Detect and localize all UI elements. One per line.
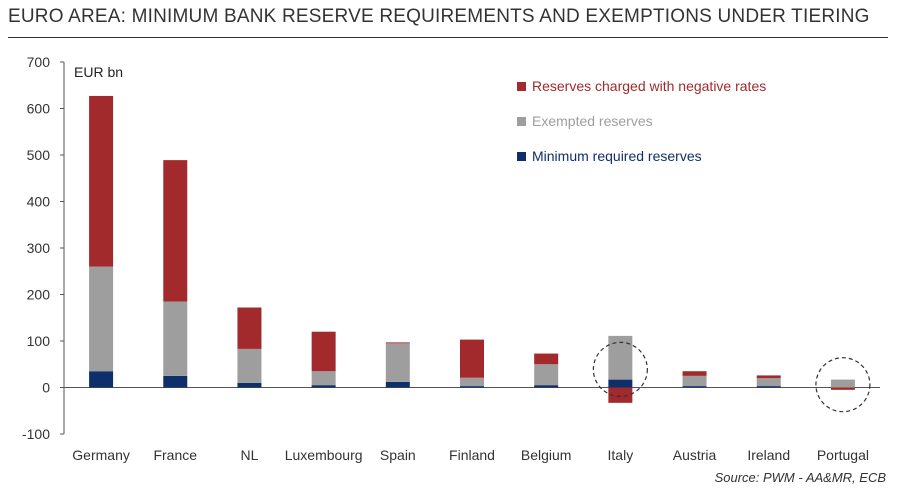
- bar-finland-reserves-charged-with-negative-rates: [460, 339, 484, 378]
- x-tick-label: Finland: [449, 447, 495, 463]
- y-tick-label: 500: [27, 147, 51, 163]
- bar-france-reserves-charged-with-negative-rates: [163, 160, 188, 302]
- bar-france-exempted-reserves: [163, 301, 188, 376]
- highlight-circle-portugal: [815, 357, 871, 413]
- bar-spain-exempted-reserves: [385, 343, 410, 382]
- y-tick-label: -100: [22, 426, 50, 442]
- bar-germany-minimum-required-reserves: [89, 371, 114, 388]
- bar-luxembourg-exempted-reserves: [311, 371, 336, 386]
- title-divider: [8, 37, 888, 38]
- bar-france-minimum-required-reserves: [163, 375, 188, 388]
- legend-swatch-reserves-charged-with-negative-rates: [517, 82, 526, 91]
- source-note: Source: PWM - AA&MR, ECB: [714, 470, 886, 485]
- highlight-circle-italy: [592, 341, 648, 397]
- bar-luxembourg-minimum-required-reserves: [311, 385, 336, 388]
- y-tick-label: 300: [27, 240, 51, 256]
- bar-spain-minimum-required-reserves: [385, 381, 410, 388]
- x-tick-label: Ireland: [747, 447, 790, 463]
- bar-ireland-exempted-reserves: [756, 378, 781, 387]
- bar-finland-minimum-required-reserves: [460, 386, 484, 388]
- bar-finland-exempted-reserves: [460, 377, 484, 387]
- bar-belgium-minimum-required-reserves: [534, 385, 559, 388]
- y-tick-label: 700: [27, 54, 51, 70]
- bar-portugal-reserves-charged-with-negative-rates: [830, 387, 855, 390]
- bar-belgium-exempted-reserves: [534, 364, 559, 386]
- y-axis-label: EUR bn: [74, 64, 123, 80]
- x-tick-label: Portugal: [817, 447, 869, 463]
- bar-austria-exempted-reserves: [682, 375, 707, 387]
- y-tick-label: 400: [27, 194, 51, 210]
- bar-austria-minimum-required-reserves: [682, 386, 707, 388]
- x-tick-label: Spain: [380, 447, 416, 463]
- legend-swatch-exempted-reserves: [517, 117, 526, 126]
- x-tick-label: Belgium: [521, 447, 572, 463]
- bar-italy-reserves-charged-with-negative-rates: [608, 387, 633, 403]
- y-tick-label: 0: [42, 380, 50, 396]
- x-tick-label: Luxembourg: [285, 447, 363, 463]
- legend-label-exempted-reserves: Exempted reserves: [532, 113, 653, 129]
- legend-swatch-minimum-required-reserves: [517, 152, 526, 161]
- bar-austria-reserves-charged-with-negative-rates: [682, 371, 707, 376]
- x-tick-label: Italy: [608, 447, 634, 463]
- x-tick-label: France: [153, 447, 197, 463]
- bar-ireland-minimum-required-reserves: [756, 386, 781, 388]
- bar-belgium-reserves-charged-with-negative-rates: [534, 353, 559, 365]
- x-tick-label: NL: [241, 447, 259, 463]
- chart-title: EURO AREA: MINIMUM BANK RESERVE REQUIREM…: [8, 6, 870, 27]
- bar-italy-minimum-required-reserves: [608, 379, 633, 388]
- y-tick-label: 600: [27, 101, 51, 117]
- y-tick-label: 200: [27, 287, 51, 303]
- bar-nl-minimum-required-reserves: [237, 382, 262, 388]
- legend-label-minimum-required-reserves: Minimum required reserves: [532, 148, 702, 164]
- bar-nl-reserves-charged-with-negative-rates: [237, 307, 262, 349]
- y-tick-label: 100: [27, 333, 51, 349]
- bar-luxembourg-reserves-charged-with-negative-rates: [311, 331, 336, 372]
- bar-nl-exempted-reserves: [237, 348, 262, 383]
- bar-ireland-reserves-charged-with-negative-rates: [756, 375, 781, 379]
- x-tick-label: Austria: [673, 447, 717, 463]
- bar-germany-reserves-charged-with-negative-rates: [89, 95, 114, 267]
- bar-portugal-exempted-reserves: [830, 379, 855, 388]
- bar-germany-exempted-reserves: [89, 266, 114, 372]
- bar-spain-reserves-charged-with-negative-rates: [385, 342, 410, 344]
- x-tick-label: Germany: [72, 447, 130, 463]
- legend-label-reserves-charged-with-negative-rates: Reserves charged with negative rates: [532, 78, 766, 94]
